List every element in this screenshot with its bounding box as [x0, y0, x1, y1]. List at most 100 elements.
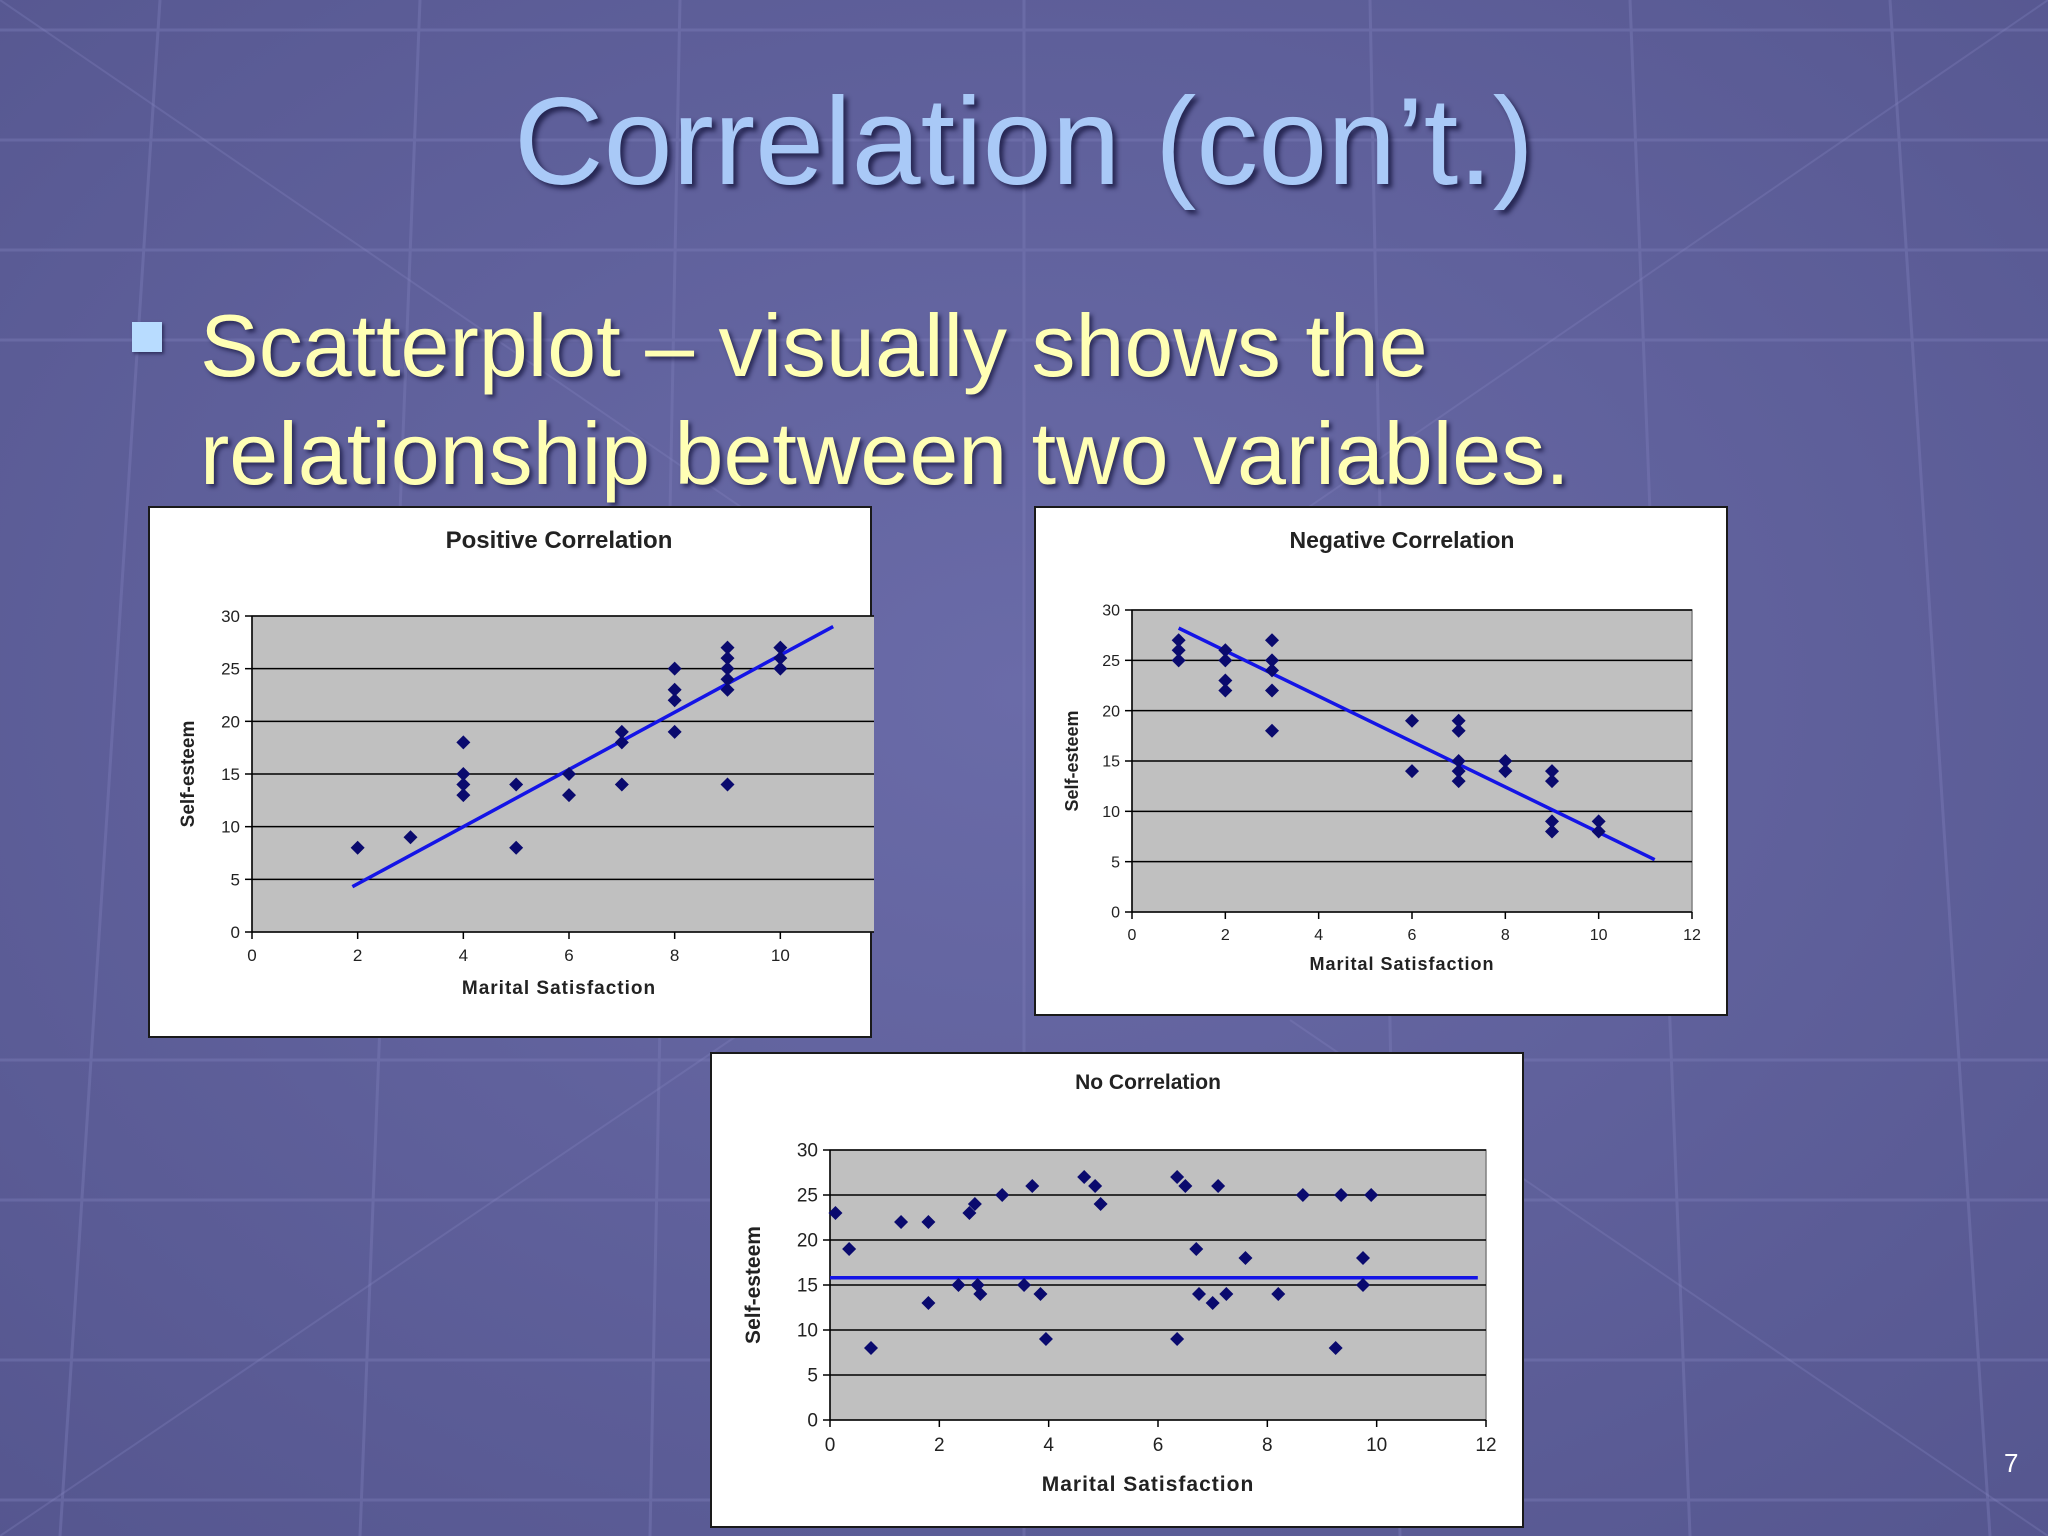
- trendline: [351, 624, 834, 889]
- x-tick-label: 8: [670, 946, 679, 965]
- trendline: [1177, 626, 1656, 862]
- x-tick-label: 6: [564, 946, 573, 965]
- y-tick-label: 30: [221, 607, 240, 626]
- data-point: [773, 651, 788, 666]
- data-point: [1265, 723, 1279, 738]
- data-point: [921, 1296, 936, 1310]
- data-point: [1178, 1179, 1193, 1193]
- data-point: [667, 661, 682, 676]
- data-point: [1334, 1188, 1349, 1202]
- page-number: 7: [2004, 1448, 2019, 1478]
- positive-correlation-plot: Positive Correlation05101520253002468101…: [178, 527, 874, 999]
- x-tick-label: 0: [1128, 927, 1137, 944]
- bullet-line-2: relationship between two variables.: [200, 404, 1570, 503]
- x-tick-label: 6: [1408, 927, 1417, 944]
- data-point: [1328, 1341, 1343, 1355]
- data-point: [1591, 814, 1606, 829]
- bullet-text: Scatterplot – visually shows the relatio…: [200, 292, 1960, 508]
- data-point: [403, 830, 418, 845]
- data-point: [1219, 1287, 1234, 1301]
- y-tick-label: 5: [231, 870, 240, 889]
- data-point: [720, 640, 735, 655]
- y-tick-label: 30: [797, 1141, 818, 1162]
- data-point: [995, 1188, 1010, 1202]
- data-point: [1451, 764, 1466, 779]
- y-tick-label: 20: [797, 1231, 818, 1252]
- x-tick-label: 4: [1043, 1435, 1054, 1456]
- x-tick-label: 6: [1153, 1435, 1164, 1456]
- data-point: [350, 840, 365, 855]
- data-point: [1265, 633, 1279, 648]
- data-point: [614, 724, 629, 739]
- y-tick-label: 5: [807, 1366, 818, 1387]
- data-point: [1218, 683, 1233, 698]
- data-point: [456, 777, 471, 792]
- data-point: [1451, 723, 1466, 738]
- x-axis-label: Marital Satisfaction: [1042, 1473, 1255, 1496]
- bullet-square-icon: [132, 322, 162, 352]
- chart-title: Positive Correlation: [446, 527, 673, 554]
- y-tick-label: 0: [1111, 905, 1120, 922]
- data-point: [962, 1206, 977, 1220]
- x-tick-label: 10: [1590, 927, 1608, 944]
- chart-title: Negative Correlation: [1290, 527, 1515, 553]
- y-tick-label: 25: [1102, 653, 1120, 670]
- data-point: [1218, 653, 1233, 668]
- data-point: [667, 682, 682, 697]
- y-axis-label: Self-esteem: [742, 1226, 765, 1344]
- data-point: [562, 788, 576, 803]
- data-point: [1405, 764, 1419, 779]
- y-tick-label: 15: [797, 1276, 818, 1297]
- data-point: [1498, 764, 1513, 779]
- x-tick-label: 0: [247, 946, 256, 965]
- x-tick-label: 8: [1262, 1435, 1273, 1456]
- data-point: [456, 767, 471, 781]
- data-point: [720, 682, 735, 697]
- y-tick-label: 20: [1102, 703, 1120, 720]
- x-tick-label: 12: [1683, 927, 1701, 944]
- y-tick-label: 10: [1102, 804, 1120, 821]
- y-tick-label: 0: [807, 1411, 818, 1432]
- data-point: [1025, 1179, 1040, 1193]
- data-point: [1189, 1242, 1204, 1256]
- data-point: [1545, 774, 1559, 789]
- data-point: [967, 1197, 982, 1211]
- x-tick-label: 10: [1366, 1435, 1387, 1456]
- y-tick-label: 30: [1102, 603, 1120, 620]
- y-tick-label: 25: [221, 660, 240, 679]
- data-point: [1238, 1251, 1253, 1265]
- data-point: [1088, 1179, 1103, 1193]
- data-point: [951, 1278, 966, 1292]
- data-point: [1171, 633, 1186, 648]
- data-point: [614, 777, 629, 792]
- data-point: [973, 1287, 988, 1301]
- data-point: [1093, 1197, 1108, 1211]
- data-point: [1017, 1278, 1032, 1292]
- data-point: [828, 1206, 843, 1220]
- data-point: [773, 661, 788, 676]
- data-point: [1451, 774, 1466, 789]
- y-tick-label: 10: [221, 818, 240, 837]
- x-tick-label: 0: [825, 1435, 836, 1456]
- no-correlation-plot: No Correlation 0 5 10 15 20 25 30 0 2 4 6 8 10 12 Marit…: [742, 1071, 1497, 1496]
- chart-title: No Correlation: [1075, 1071, 1221, 1094]
- data-point: [1218, 673, 1233, 688]
- x-axis-label: Marital Satisfaction: [462, 978, 656, 999]
- y-tick-label: 5: [1111, 854, 1120, 871]
- data-point: [1591, 824, 1606, 839]
- data-point: [1265, 663, 1279, 678]
- data-point: [1451, 713, 1466, 728]
- no-correlation-chart: No Correlation 0 5 10 15 20 25 30 0 2 4 6 8 10 12 Marit…: [710, 1052, 1524, 1528]
- x-tick-label: 10: [771, 946, 790, 965]
- bullet-line-1: Scatterplot – visually shows the: [200, 296, 1428, 395]
- data-point: [1498, 754, 1513, 768]
- x-tick-label: 12: [1475, 1435, 1496, 1456]
- y-tick-label: 25: [797, 1186, 818, 1207]
- y-tick-label: 15: [221, 765, 240, 784]
- data-point: [1205, 1296, 1220, 1310]
- data-point: [720, 672, 735, 687]
- data-point: [1211, 1179, 1226, 1193]
- data-point: [1271, 1287, 1286, 1301]
- data-point: [720, 661, 735, 676]
- data-point: [1364, 1188, 1379, 1202]
